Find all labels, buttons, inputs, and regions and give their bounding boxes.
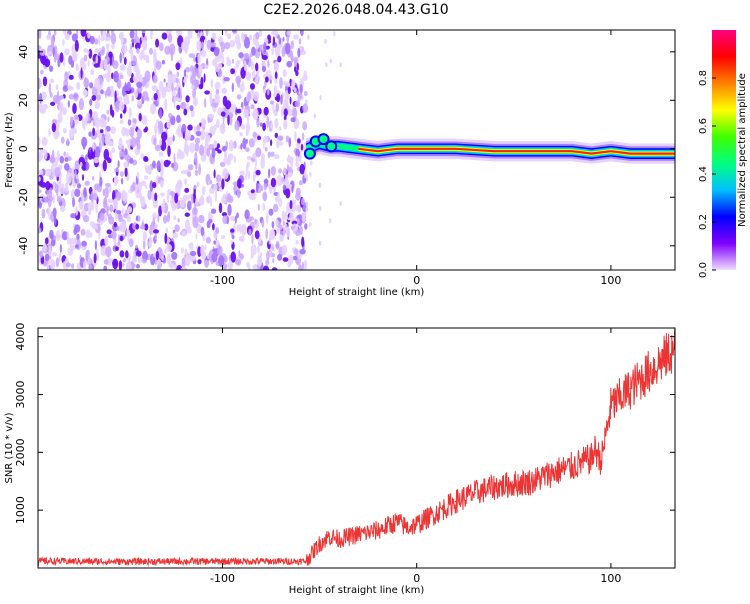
snr-point <box>610 405 612 407</box>
snr-point <box>415 523 418 526</box>
snr-point <box>328 535 331 537</box>
x-tick-label: 0 <box>413 274 420 287</box>
spectrogram-frame <box>37 29 676 271</box>
spectrogram-panel: -100 0 100 -40 -20 0 20 40 Height of straight li… <box>4 29 676 298</box>
snr-point <box>571 465 573 468</box>
snr-point <box>594 448 597 451</box>
snr-point <box>124 560 127 563</box>
snr-point <box>377 529 379 532</box>
y-tick-label: 0 <box>17 145 30 152</box>
y-tick-label: -20 <box>17 188 30 206</box>
figure-title: C2E2.2026.048.04.43.G10 <box>263 2 448 18</box>
snr-point <box>648 370 651 373</box>
snr-point <box>551 471 554 474</box>
y-tick-label: 2000 <box>14 438 27 466</box>
onset-blob <box>325 140 338 153</box>
x-axis-label: Height of straight line (km) <box>289 287 425 298</box>
y-tick-label: 20 <box>17 93 30 107</box>
snr-trace <box>38 328 675 567</box>
spectrogram-image <box>38 30 675 270</box>
x-tick-label: -100 <box>210 572 235 585</box>
y-axis-label: Frequency (Hz) <box>4 112 15 188</box>
snr-point <box>590 457 593 459</box>
x-axis-label: Height of straight line (km) <box>289 585 425 596</box>
x-tick-label: 100 <box>600 572 621 585</box>
snr-point <box>305 560 307 562</box>
x-tick-label: 100 <box>600 274 621 287</box>
colorbar: 0.0 0.2 0.4 0.6 0.8 Normalized spectral ampli… <box>698 30 748 278</box>
snr-panel: -100 0 100 1000 2000 3000 4000 Height of straig… <box>4 323 676 596</box>
snr-point <box>513 483 515 485</box>
y-tick-label: 1000 <box>14 496 27 524</box>
snr-point <box>600 460 603 462</box>
colorbar-tick-label: 0.8 <box>698 70 709 86</box>
snr-point <box>435 512 437 514</box>
colorbar-tick-label: 0.4 <box>698 166 709 182</box>
snr-point <box>338 538 340 540</box>
signal-ridge <box>303 133 675 164</box>
snr-point <box>318 542 321 545</box>
ridge-red <box>358 147 675 155</box>
snr-point <box>396 520 399 523</box>
x-tick-label: -100 <box>210 274 235 287</box>
y-axis-label: SNR (10 * v/v) <box>4 412 15 483</box>
colorbar-label: Normalized spectral amplitude <box>737 73 748 227</box>
y-tick-label: 40 <box>17 45 30 59</box>
snr-point <box>532 480 535 483</box>
snr-point <box>493 486 496 488</box>
y-tick-label: 3000 <box>14 381 27 409</box>
onset-blob <box>303 147 316 160</box>
snr-point <box>357 533 360 536</box>
snr-point <box>299 560 301 563</box>
snr-frame <box>37 327 676 569</box>
snr-point <box>454 500 457 503</box>
y-tick-label: -40 <box>17 237 30 255</box>
snr-point <box>629 387 632 390</box>
colorbar-gradient <box>712 30 736 270</box>
colorbar-tick-label: 0.6 <box>698 118 709 134</box>
colorbar-tick-label: 0.0 <box>698 262 709 278</box>
snr-point <box>221 560 224 563</box>
snr-point <box>474 492 476 494</box>
y-tick-label: 4000 <box>14 323 27 351</box>
colorbar-tick-label: 0.2 <box>698 214 709 230</box>
onset-blob <box>317 133 330 146</box>
snr-point <box>406 526 408 529</box>
x-tick-label: 0 <box>413 572 420 585</box>
noise-region <box>38 30 342 270</box>
